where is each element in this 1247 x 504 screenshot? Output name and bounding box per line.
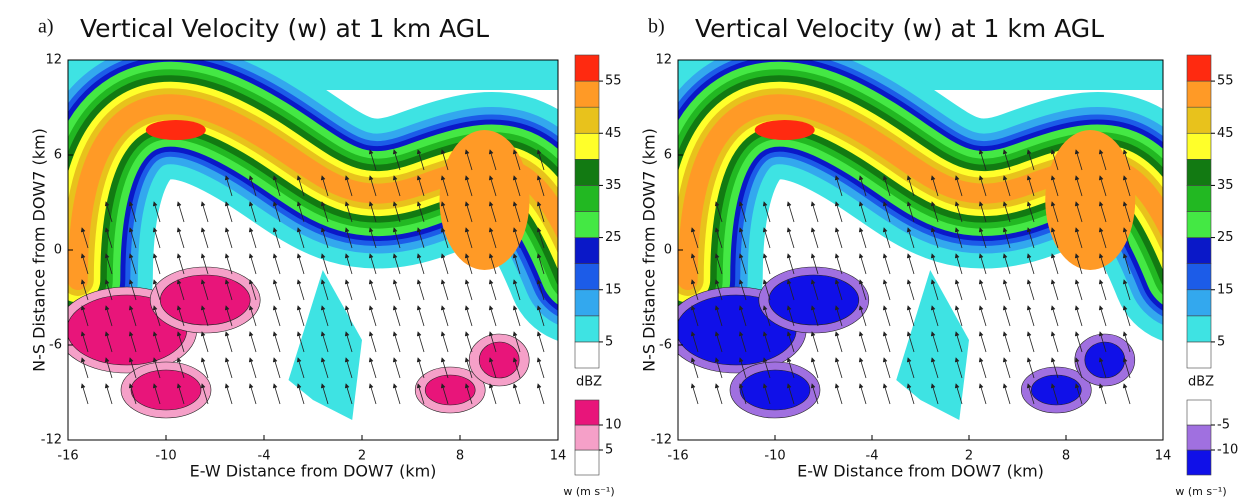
y-tick-label: 0 bbox=[54, 243, 62, 258]
colorbar-tick-label: 35 bbox=[1217, 178, 1234, 193]
colorbar-segment bbox=[1187, 342, 1211, 368]
colorbar-tick-label: 5 bbox=[1217, 334, 1225, 349]
y-tick-label: 12 bbox=[655, 53, 672, 68]
colorbar-segment bbox=[575, 316, 599, 342]
reflectivity-core bbox=[146, 120, 206, 140]
colorbar-segment bbox=[575, 400, 599, 425]
colorbar-segment bbox=[575, 290, 599, 316]
panel-title: Vertical Velocity (w) at 1 km AGL bbox=[695, 14, 1104, 43]
colorbar-tick-label: 35 bbox=[605, 178, 622, 193]
colorbar-tick-label: -10 bbox=[1217, 443, 1238, 458]
x-axis-label: E-W Distance from DOW7 (km) bbox=[797, 462, 1044, 481]
y-axis-label: N-S Distance from DOW7 (km) bbox=[640, 128, 659, 372]
colorbar-segment bbox=[1187, 185, 1211, 211]
y-tick-label: -12 bbox=[41, 433, 62, 448]
colorbar-tick-label: 25 bbox=[605, 230, 622, 245]
x-tick-label: -16 bbox=[667, 449, 688, 464]
colorbar-segment bbox=[575, 238, 599, 264]
figure: a)Vertical Velocity (w) at 1 km AGL-16-1… bbox=[0, 0, 1247, 504]
panel-title: Vertical Velocity (w) at 1 km AGL bbox=[80, 14, 489, 43]
colorbar-segment bbox=[1187, 290, 1211, 316]
colorbar-segment bbox=[1187, 425, 1211, 450]
colorbar-tick-label: -5 bbox=[1217, 418, 1230, 433]
colorbar-segment bbox=[1187, 400, 1211, 425]
reflectivity-core bbox=[755, 120, 815, 140]
colorbar-segment bbox=[1187, 316, 1211, 342]
field bbox=[57, 60, 583, 440]
colorbar-tick-label: 25 bbox=[1217, 230, 1234, 245]
colorbar-tick-label: 45 bbox=[1217, 126, 1234, 141]
colorbar-segment bbox=[575, 107, 599, 133]
colorbar-segment bbox=[575, 342, 599, 368]
x-tick-label: -10 bbox=[155, 449, 176, 464]
colorbar-tick-label: 15 bbox=[1217, 282, 1234, 297]
colorbar-tick-label: 10 bbox=[605, 418, 622, 433]
y-tick-label: -6 bbox=[659, 338, 672, 353]
panel-label: a) bbox=[38, 16, 54, 38]
x-tick-label: 8 bbox=[456, 449, 464, 464]
y-tick-label: 6 bbox=[664, 148, 672, 163]
x-axis-label: E-W Distance from DOW7 (km) bbox=[190, 462, 437, 481]
colorbar-segment bbox=[575, 450, 599, 475]
x-tick-label: 14 bbox=[550, 449, 567, 464]
y-tick-label: -12 bbox=[651, 433, 672, 448]
colorbar-segment bbox=[575, 212, 599, 238]
x-tick-label: 8 bbox=[1062, 449, 1070, 464]
colorbar-tick-label: 5 bbox=[605, 334, 613, 349]
x-tick-label: 14 bbox=[1155, 449, 1172, 464]
w-region bbox=[131, 370, 201, 410]
colorbar-segment bbox=[1187, 238, 1211, 264]
colorbar-label: dBZ bbox=[1188, 375, 1214, 390]
y-tick-label: -6 bbox=[49, 338, 62, 353]
panel-label: b) bbox=[648, 16, 665, 38]
colorbar-segment bbox=[575, 185, 599, 211]
colorbar-tick-label: 5 bbox=[605, 443, 613, 458]
y-tick-label: 12 bbox=[45, 53, 62, 68]
colorbar-segment bbox=[1187, 107, 1211, 133]
colorbar-segment bbox=[1187, 212, 1211, 238]
colorbar-segment bbox=[575, 264, 599, 290]
x-tick-label: -16 bbox=[57, 449, 78, 464]
w-region bbox=[1031, 375, 1081, 405]
colorbar-segment bbox=[1187, 55, 1211, 81]
colorbar-label: w (m s⁻¹) bbox=[563, 485, 614, 498]
y-tick-label: 0 bbox=[664, 243, 672, 258]
colorbar-tick-label: 45 bbox=[605, 126, 622, 141]
y-axis-label: N-S Distance from DOW7 (km) bbox=[30, 128, 49, 372]
colorbar-tick-label: 55 bbox=[1217, 74, 1234, 89]
colorbar-segment bbox=[575, 425, 599, 450]
colorbar-segment bbox=[1187, 81, 1211, 107]
w-region bbox=[740, 370, 810, 410]
colorbar-segment bbox=[1187, 264, 1211, 290]
reflectivity-core bbox=[1045, 130, 1135, 270]
colorbar-segment bbox=[1187, 159, 1211, 185]
colorbar-segment bbox=[575, 159, 599, 185]
reflectivity-core bbox=[440, 130, 530, 270]
colorbar-segment bbox=[575, 133, 599, 159]
colorbar-segment bbox=[1187, 133, 1211, 159]
colorbar-segment bbox=[575, 81, 599, 107]
x-tick-label: -10 bbox=[764, 449, 785, 464]
field bbox=[666, 60, 1187, 440]
colorbar-tick-label: 15 bbox=[605, 282, 622, 297]
w-region bbox=[769, 275, 859, 325]
w-region bbox=[479, 342, 519, 378]
colorbar-label: w (m s⁻¹) bbox=[1175, 485, 1226, 498]
colorbar-segment bbox=[1187, 450, 1211, 475]
colorbar-tick-label: 55 bbox=[605, 74, 622, 89]
y-tick-label: 6 bbox=[54, 148, 62, 163]
colorbar-label: dBZ bbox=[576, 375, 602, 390]
colorbar-segment bbox=[575, 55, 599, 81]
